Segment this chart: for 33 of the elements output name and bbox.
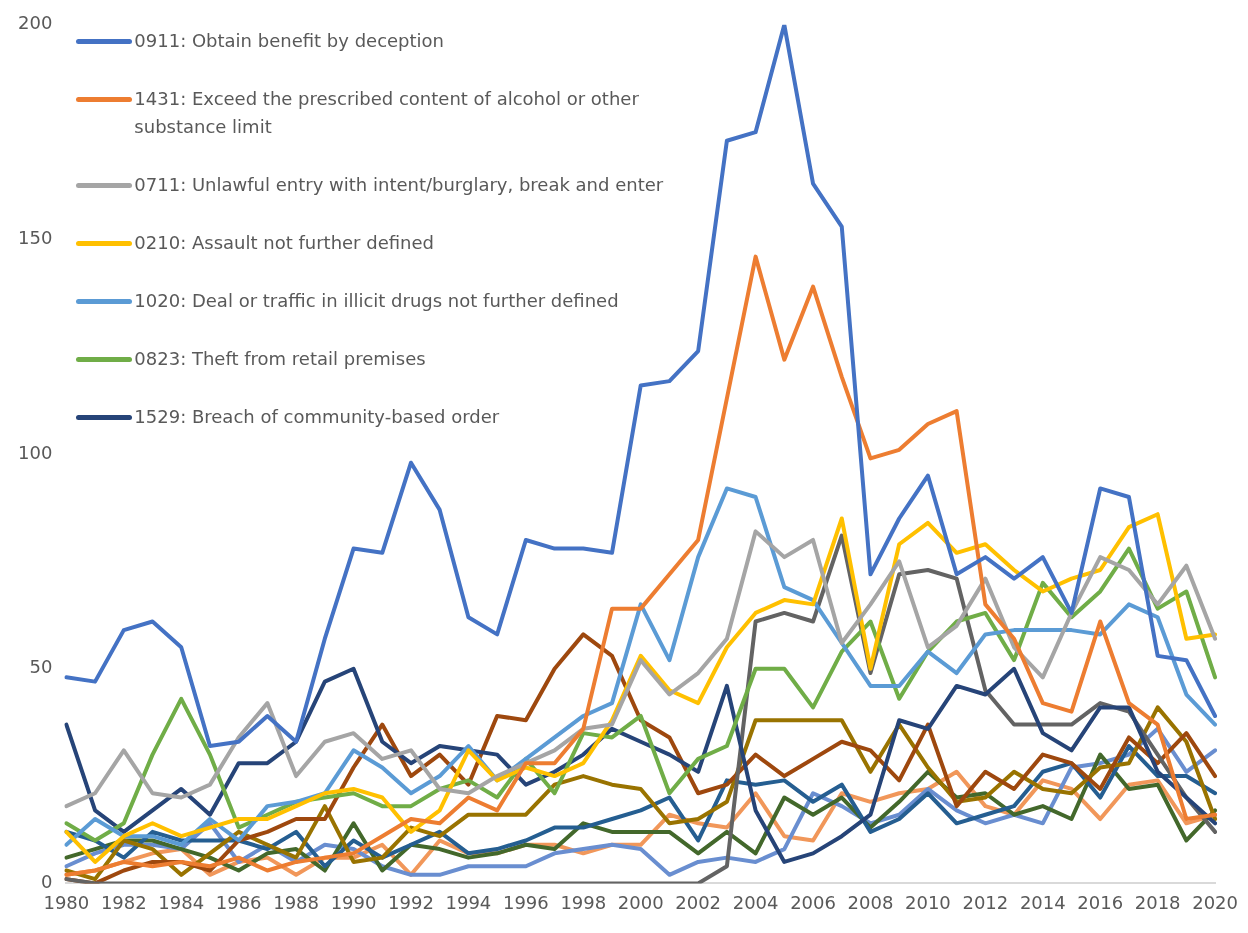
x-tick-label: 1986 — [215, 891, 262, 913]
x-tick-label: 2006 — [790, 891, 836, 913]
x-tick-label: 2012 — [962, 891, 1009, 913]
x-tick-label: 2004 — [732, 891, 779, 913]
x-tick-label: 1990 — [330, 891, 377, 913]
x-tick-label: 2000 — [617, 891, 664, 913]
legend-label: 0823: Theft from retail premises — [134, 346, 426, 371]
x-tick-label: 1988 — [273, 891, 320, 913]
legend-label: 1431: Exceed the prescribed content of alcohol or other substance limit — [134, 86, 640, 139]
x-tick-label: 1982 — [100, 891, 147, 913]
x-tick-label: 2020 — [1192, 891, 1238, 913]
legend-label: 1529: Breach of community-based order — [134, 404, 500, 429]
x-tick-label: 2008 — [847, 891, 894, 913]
y-tick-label: 0 — [40, 871, 53, 893]
x-tick-label: 1994 — [445, 891, 492, 913]
x-tick-label: 2014 — [1019, 891, 1066, 913]
y-tick-label: 100 — [18, 441, 53, 463]
legend-label: 0210: Assault not further defined — [134, 230, 434, 255]
x-tick-label: 2018 — [1134, 891, 1181, 913]
legend-label: 0711: Unlawful entry with intent/burglary, break and enter — [134, 172, 664, 197]
x-tick-label: 2016 — [1077, 891, 1124, 913]
x-tick-label: 1996 — [502, 891, 549, 913]
x-tick-label: 1992 — [388, 891, 434, 913]
legend-label: 1020: Deal or traffic in illicit drugs not further defined — [134, 288, 619, 313]
y-tick-label: 200 — [18, 12, 53, 34]
x-tick-label: 2002 — [675, 891, 722, 913]
x-tick-label: 1998 — [560, 891, 607, 913]
y-tick-label: 50 — [29, 656, 53, 678]
legend-label: 0911: Obtain benefit by deception — [134, 28, 445, 53]
y-tick-label: 150 — [18, 227, 53, 249]
x-tick-label: 2010 — [905, 891, 951, 913]
x-tick-label: 1984 — [158, 891, 205, 913]
x-tick-label: 1980 — [43, 891, 90, 913]
